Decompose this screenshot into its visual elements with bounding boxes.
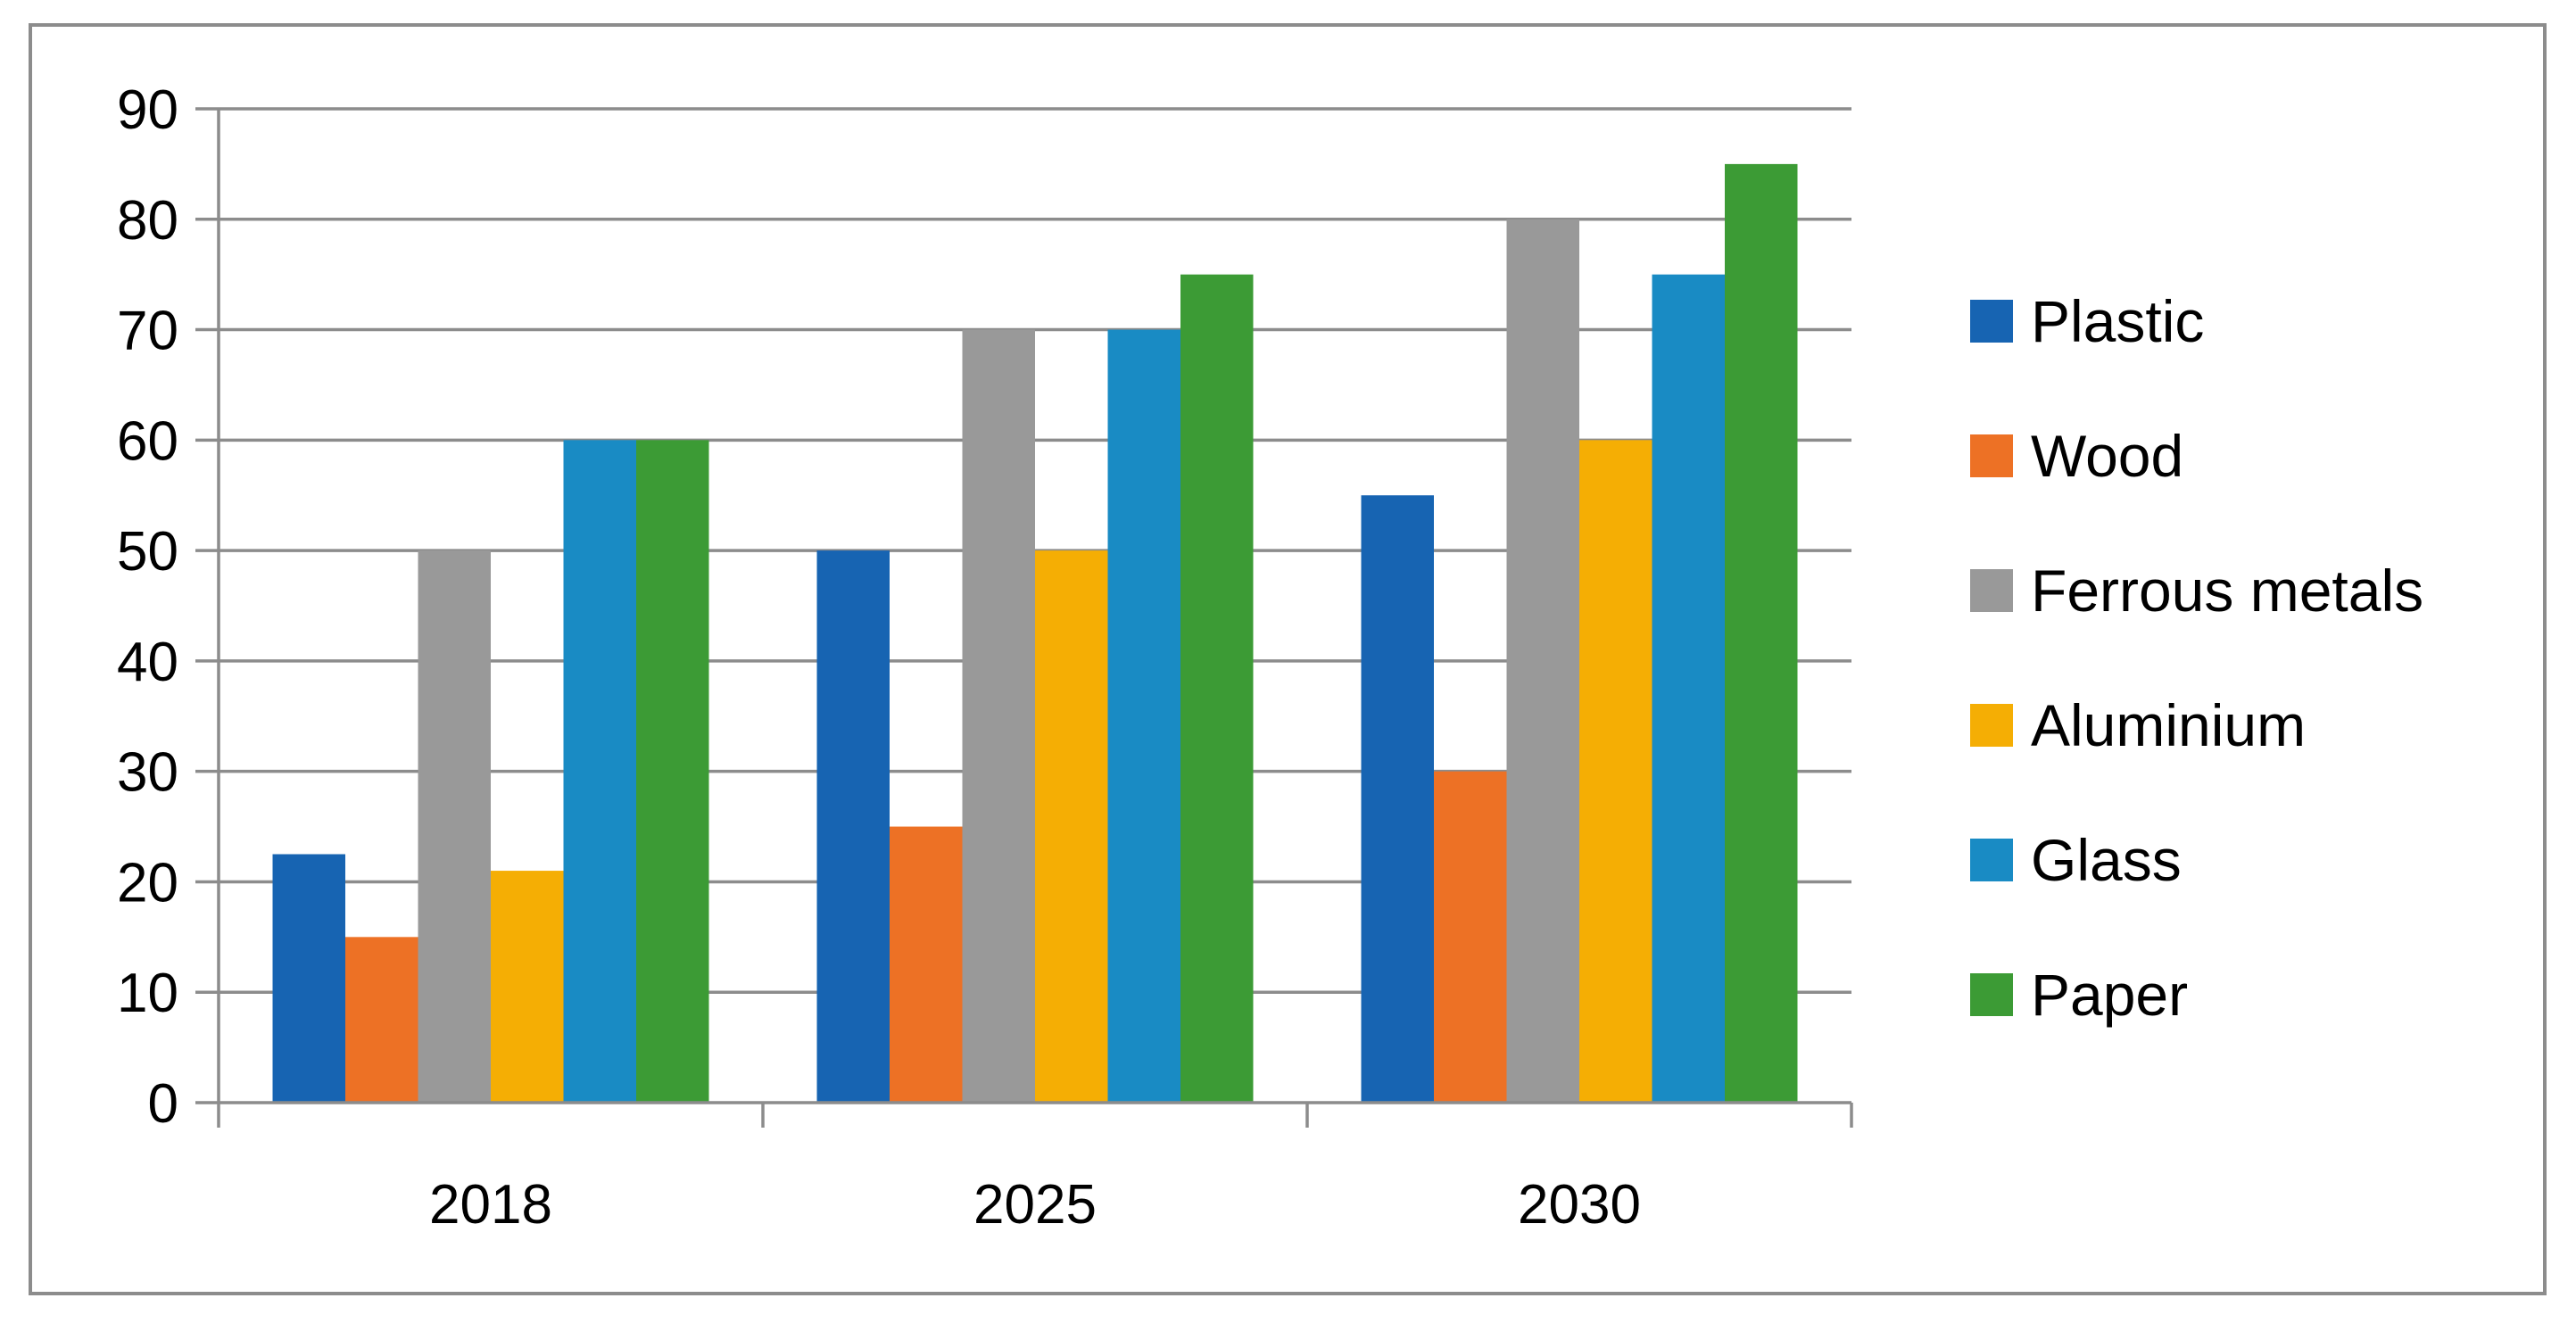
bar-paper-2018	[636, 440, 709, 1103]
y-tick-label: 60	[117, 410, 178, 472]
x-tick-label: 2030	[1518, 1174, 1641, 1236]
y-tick-label: 40	[117, 632, 178, 693]
legend-swatch	[1970, 434, 2013, 477]
legend-label: Plastic	[2031, 288, 2204, 354]
bar-glass-2030	[1652, 274, 1725, 1104]
bar-paper-2030	[1725, 163, 1798, 1103]
y-tick-label: 0	[148, 1073, 178, 1135]
bar-aluminium-2018	[491, 871, 564, 1103]
legend-swatch	[1970, 839, 2013, 881]
legend-item: Glass	[1970, 827, 2182, 893]
legend-label: Ferrous metals	[2031, 558, 2423, 624]
legend-item: Ferrous metals	[1970, 558, 2423, 624]
legend-label: Glass	[2031, 827, 2182, 893]
bar-ferrous-metals-2025	[962, 329, 1035, 1103]
legend-item: Paper	[1970, 962, 2188, 1028]
bar-ferrous-metals-2030	[1506, 219, 1579, 1103]
legend-item: Aluminium	[1970, 692, 2306, 758]
bar-wood-2025	[890, 826, 963, 1103]
bar-paper-2025	[1180, 274, 1254, 1104]
y-tick-label: 80	[117, 190, 178, 252]
axes	[217, 109, 1853, 1128]
x-tick-label: 2025	[973, 1174, 1097, 1236]
y-tick-label: 10	[117, 963, 178, 1024]
y-tick-label: 90	[117, 79, 178, 141]
bar-wood-2018	[345, 937, 418, 1103]
bars	[272, 163, 1798, 1104]
bar-ferrous-metals-2018	[418, 550, 491, 1103]
x-tick-label: 2018	[429, 1174, 552, 1236]
bar-aluminium-2030	[1579, 440, 1652, 1103]
legend-item: Wood	[1970, 423, 2183, 489]
legend-swatch	[1970, 704, 2013, 747]
bar-plastic-2025	[816, 550, 890, 1103]
bar-wood-2030	[1434, 771, 1507, 1103]
legend-label: Wood	[2031, 423, 2183, 489]
legend-label: Aluminium	[2031, 692, 2306, 758]
y-tick-label: 50	[117, 521, 178, 583]
y-tick-label: 30	[117, 742, 178, 804]
legend-swatch	[1970, 973, 2013, 1016]
legend-item: Plastic	[1970, 288, 2204, 354]
legend-swatch	[1970, 569, 2013, 612]
legend-label: Paper	[2031, 962, 2188, 1028]
bar-glass-2018	[563, 440, 636, 1103]
x-tick-labels: 2018 2025 2030	[429, 1174, 1641, 1236]
legend-swatch	[1970, 300, 2013, 343]
bar-plastic-2018	[272, 854, 345, 1103]
y-tick-label: 20	[117, 852, 178, 914]
y-tick-label: 70	[117, 301, 178, 362]
legend: Plastic Wood Ferrous metals Aluminium Glass P…	[1970, 288, 2423, 1028]
y-tick-labels: 0 10 20 30 40 50 60 70 80 90	[117, 79, 178, 1135]
bar-glass-2025	[1107, 329, 1180, 1103]
bar-aluminium-2025	[1035, 550, 1108, 1103]
bar-plastic-2030	[1361, 495, 1434, 1103]
